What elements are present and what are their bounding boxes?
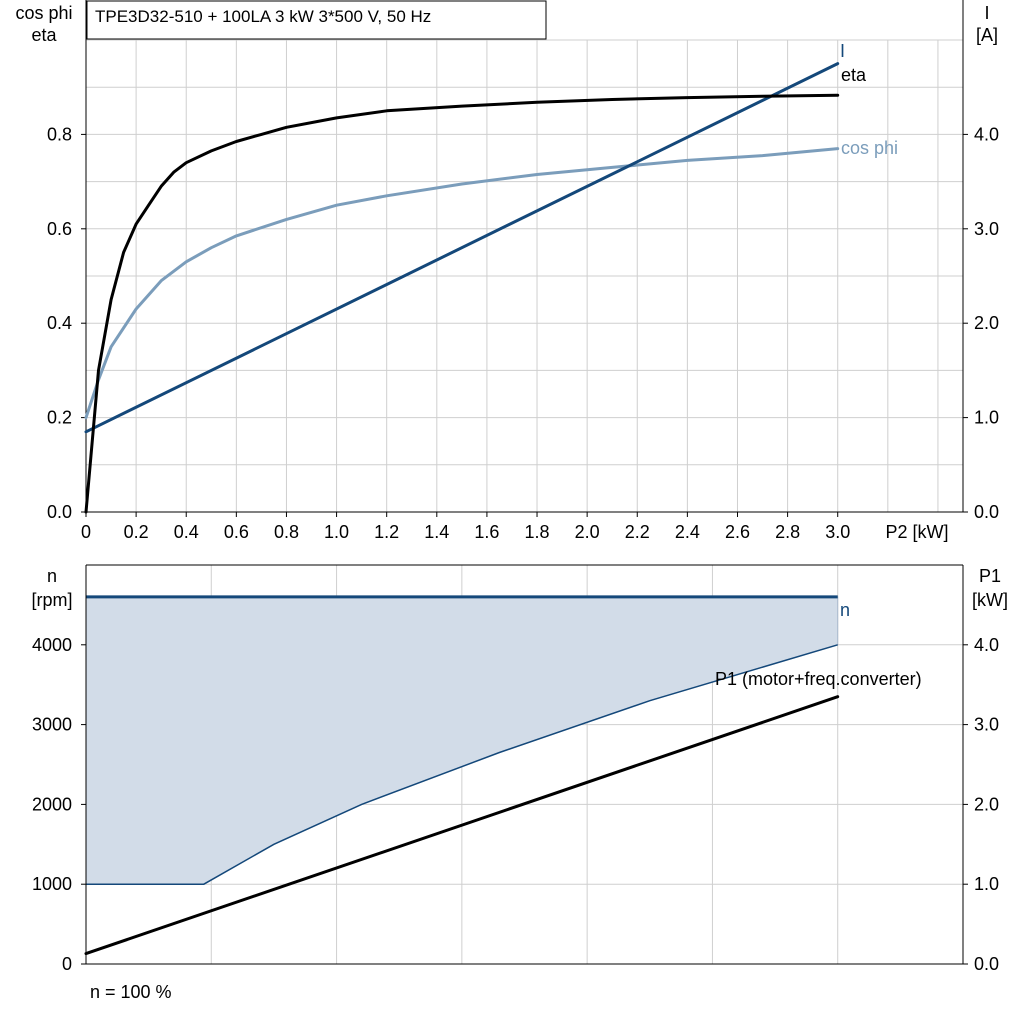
x-tick-label: 2.8 bbox=[775, 522, 800, 542]
x-tick-label: 1.8 bbox=[525, 522, 550, 542]
lower-chart: 0 1000 2000 3000 4000 0.0 1.0 2.0 3.0 4.0 bbox=[32, 564, 999, 974]
x-tick-label: 2.6 bbox=[725, 522, 750, 542]
annotation-p1: P1 (motor+freq.converter) bbox=[715, 669, 922, 689]
right-tick-label: 4.0 bbox=[974, 124, 999, 144]
upper-chart: 0 0.2 0.4 0.6 0.8 1.0 1.2 1.4 1.6 1.8 2.0 2.2 2.4 2.6… bbox=[47, 0, 999, 542]
x-tick-label: 1.0 bbox=[324, 522, 349, 542]
chart-title: TPE3D32-510 + 100LA 3 kW 3*500 V, 50 Hz bbox=[95, 7, 431, 26]
left-tick-label-lower: 4000 bbox=[32, 635, 72, 655]
right-axis-label-lower-line2: [kW] bbox=[972, 590, 1008, 610]
x-tick-label: 2.0 bbox=[575, 522, 600, 542]
right-axis-label-upper-line2: [A] bbox=[976, 25, 998, 45]
x-tick-label: 0.4 bbox=[174, 522, 199, 542]
left-tick-label-lower: 3000 bbox=[32, 715, 72, 735]
right-tick-label-lower: 4.0 bbox=[974, 635, 999, 655]
left-axis-label-upper-line1: cos phi bbox=[15, 3, 72, 23]
left-tick-label: 0.8 bbox=[47, 124, 72, 144]
right-tick-label: 0.0 bbox=[974, 502, 999, 522]
x-tick-label: 0.8 bbox=[274, 522, 299, 542]
x-tick-label: 0 bbox=[81, 522, 91, 542]
cos-phi-curve bbox=[84, 147, 840, 420]
eta-curve bbox=[84, 93, 840, 514]
x-tick-label: 0.2 bbox=[124, 522, 149, 542]
footer-note: n = 100 % bbox=[90, 982, 172, 1002]
left-tick-label: 0.0 bbox=[47, 502, 72, 522]
left-tick-label-lower: 2000 bbox=[32, 794, 72, 814]
left-tick-label: 0.2 bbox=[47, 408, 72, 428]
annotation-eta: eta bbox=[841, 65, 867, 85]
left-axis-label-lower-line1: n bbox=[47, 566, 57, 586]
title-box bbox=[86, 0, 547, 40]
x-tick-label: 0.6 bbox=[224, 522, 249, 542]
x-tick-label: 2.2 bbox=[625, 522, 650, 542]
right-tick-label-lower: 2.0 bbox=[974, 794, 999, 814]
left-tick-label-lower: 1000 bbox=[32, 874, 72, 894]
x-axis-label: P2 [kW] bbox=[885, 522, 948, 542]
left-tick-label-lower: 0 bbox=[62, 954, 72, 974]
right-tick-label-lower: 0.0 bbox=[974, 954, 999, 974]
left-tick-label: 0.6 bbox=[47, 219, 72, 239]
min-speed-curve bbox=[86, 644, 838, 885]
x-tick-label: 3.0 bbox=[825, 522, 850, 542]
x-tick-label: 1.2 bbox=[374, 522, 399, 542]
annotation-speed: n bbox=[840, 600, 850, 620]
x-tick-label: 1.4 bbox=[424, 522, 449, 542]
right-tick-label-lower: 1.0 bbox=[974, 874, 999, 894]
right-tick-label: 2.0 bbox=[974, 313, 999, 333]
x-tick-label: 1.6 bbox=[474, 522, 499, 542]
x-tick-label: 2.4 bbox=[675, 522, 700, 542]
left-tick-label: 0.4 bbox=[47, 313, 72, 333]
left-axis-label-lower-line2: [rpm] bbox=[31, 590, 72, 610]
right-axis-label-upper-line1: I bbox=[984, 3, 989, 23]
right-tick-label: 1.0 bbox=[974, 408, 999, 428]
right-tick-label: 3.0 bbox=[974, 219, 999, 239]
right-axis-label-lower-line1: P1 bbox=[979, 566, 1001, 586]
annotation-cos-phi: cos phi bbox=[841, 138, 898, 158]
right-tick-label-lower: 3.0 bbox=[974, 715, 999, 735]
p1-line bbox=[84, 695, 840, 956]
left-axis-label-upper-line2: eta bbox=[31, 25, 57, 45]
current-line bbox=[84, 62, 840, 434]
annotation-current: I bbox=[840, 41, 845, 61]
